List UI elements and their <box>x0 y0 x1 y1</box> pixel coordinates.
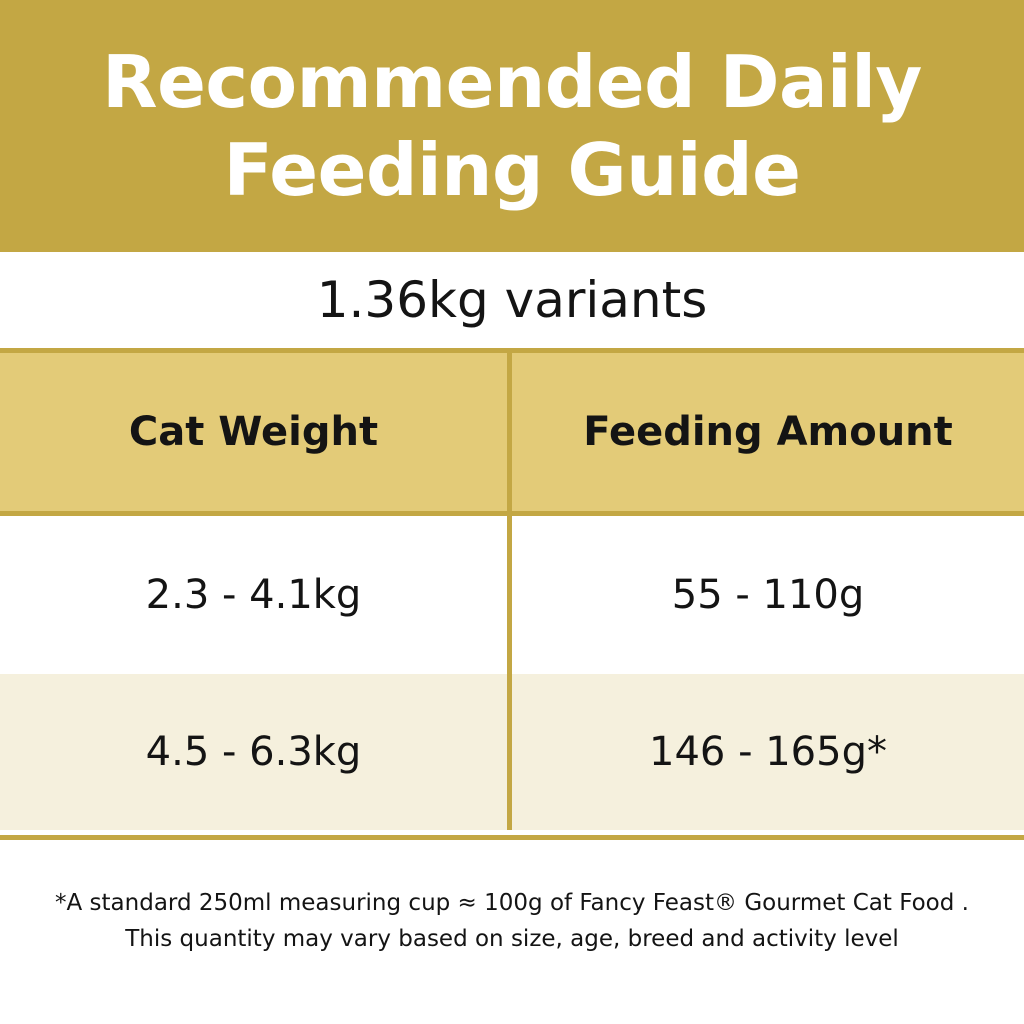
cat-weight-cell: 4.5 - 6.3kg <box>0 674 512 830</box>
table-header-row: Cat Weight Feeding Amount <box>0 353 1024 516</box>
header-feeding-amount: Feeding Amount <box>583 409 953 455</box>
cat-weight-cell: 2.3 - 4.1kg <box>0 516 512 674</box>
page-title: Recommended Daily Feeding Guide <box>102 38 922 214</box>
table-row: 2.3 - 4.1kg 55 - 110g <box>0 516 1024 674</box>
title-line-1: Recommended Daily <box>102 40 922 124</box>
feeding-amount-cell: 146 - 165g* <box>649 729 887 775</box>
footnote-line-1: *A standard 250ml measuring cup ≈ 100g o… <box>55 890 969 916</box>
feeding-amount-cell: 55 - 110g <box>671 572 865 618</box>
title-banner: Recommended Daily Feeding Guide <box>0 0 1024 252</box>
title-line-2: Feeding Guide <box>223 128 801 212</box>
footnote-line-2: This quantity may vary based on size, ag… <box>125 926 899 952</box>
variant-subtitle: 1.36kg variants <box>316 271 708 329</box>
feeding-table: Cat Weight Feeding Amount 2.3 - 4.1kg 55… <box>0 348 1024 840</box>
header-cat-weight: Cat Weight <box>0 353 512 511</box>
table-row: 4.5 - 6.3kg 146 - 165g* <box>0 674 1024 830</box>
footnote: *A standard 250ml measuring cup ≈ 100g o… <box>0 885 1024 957</box>
